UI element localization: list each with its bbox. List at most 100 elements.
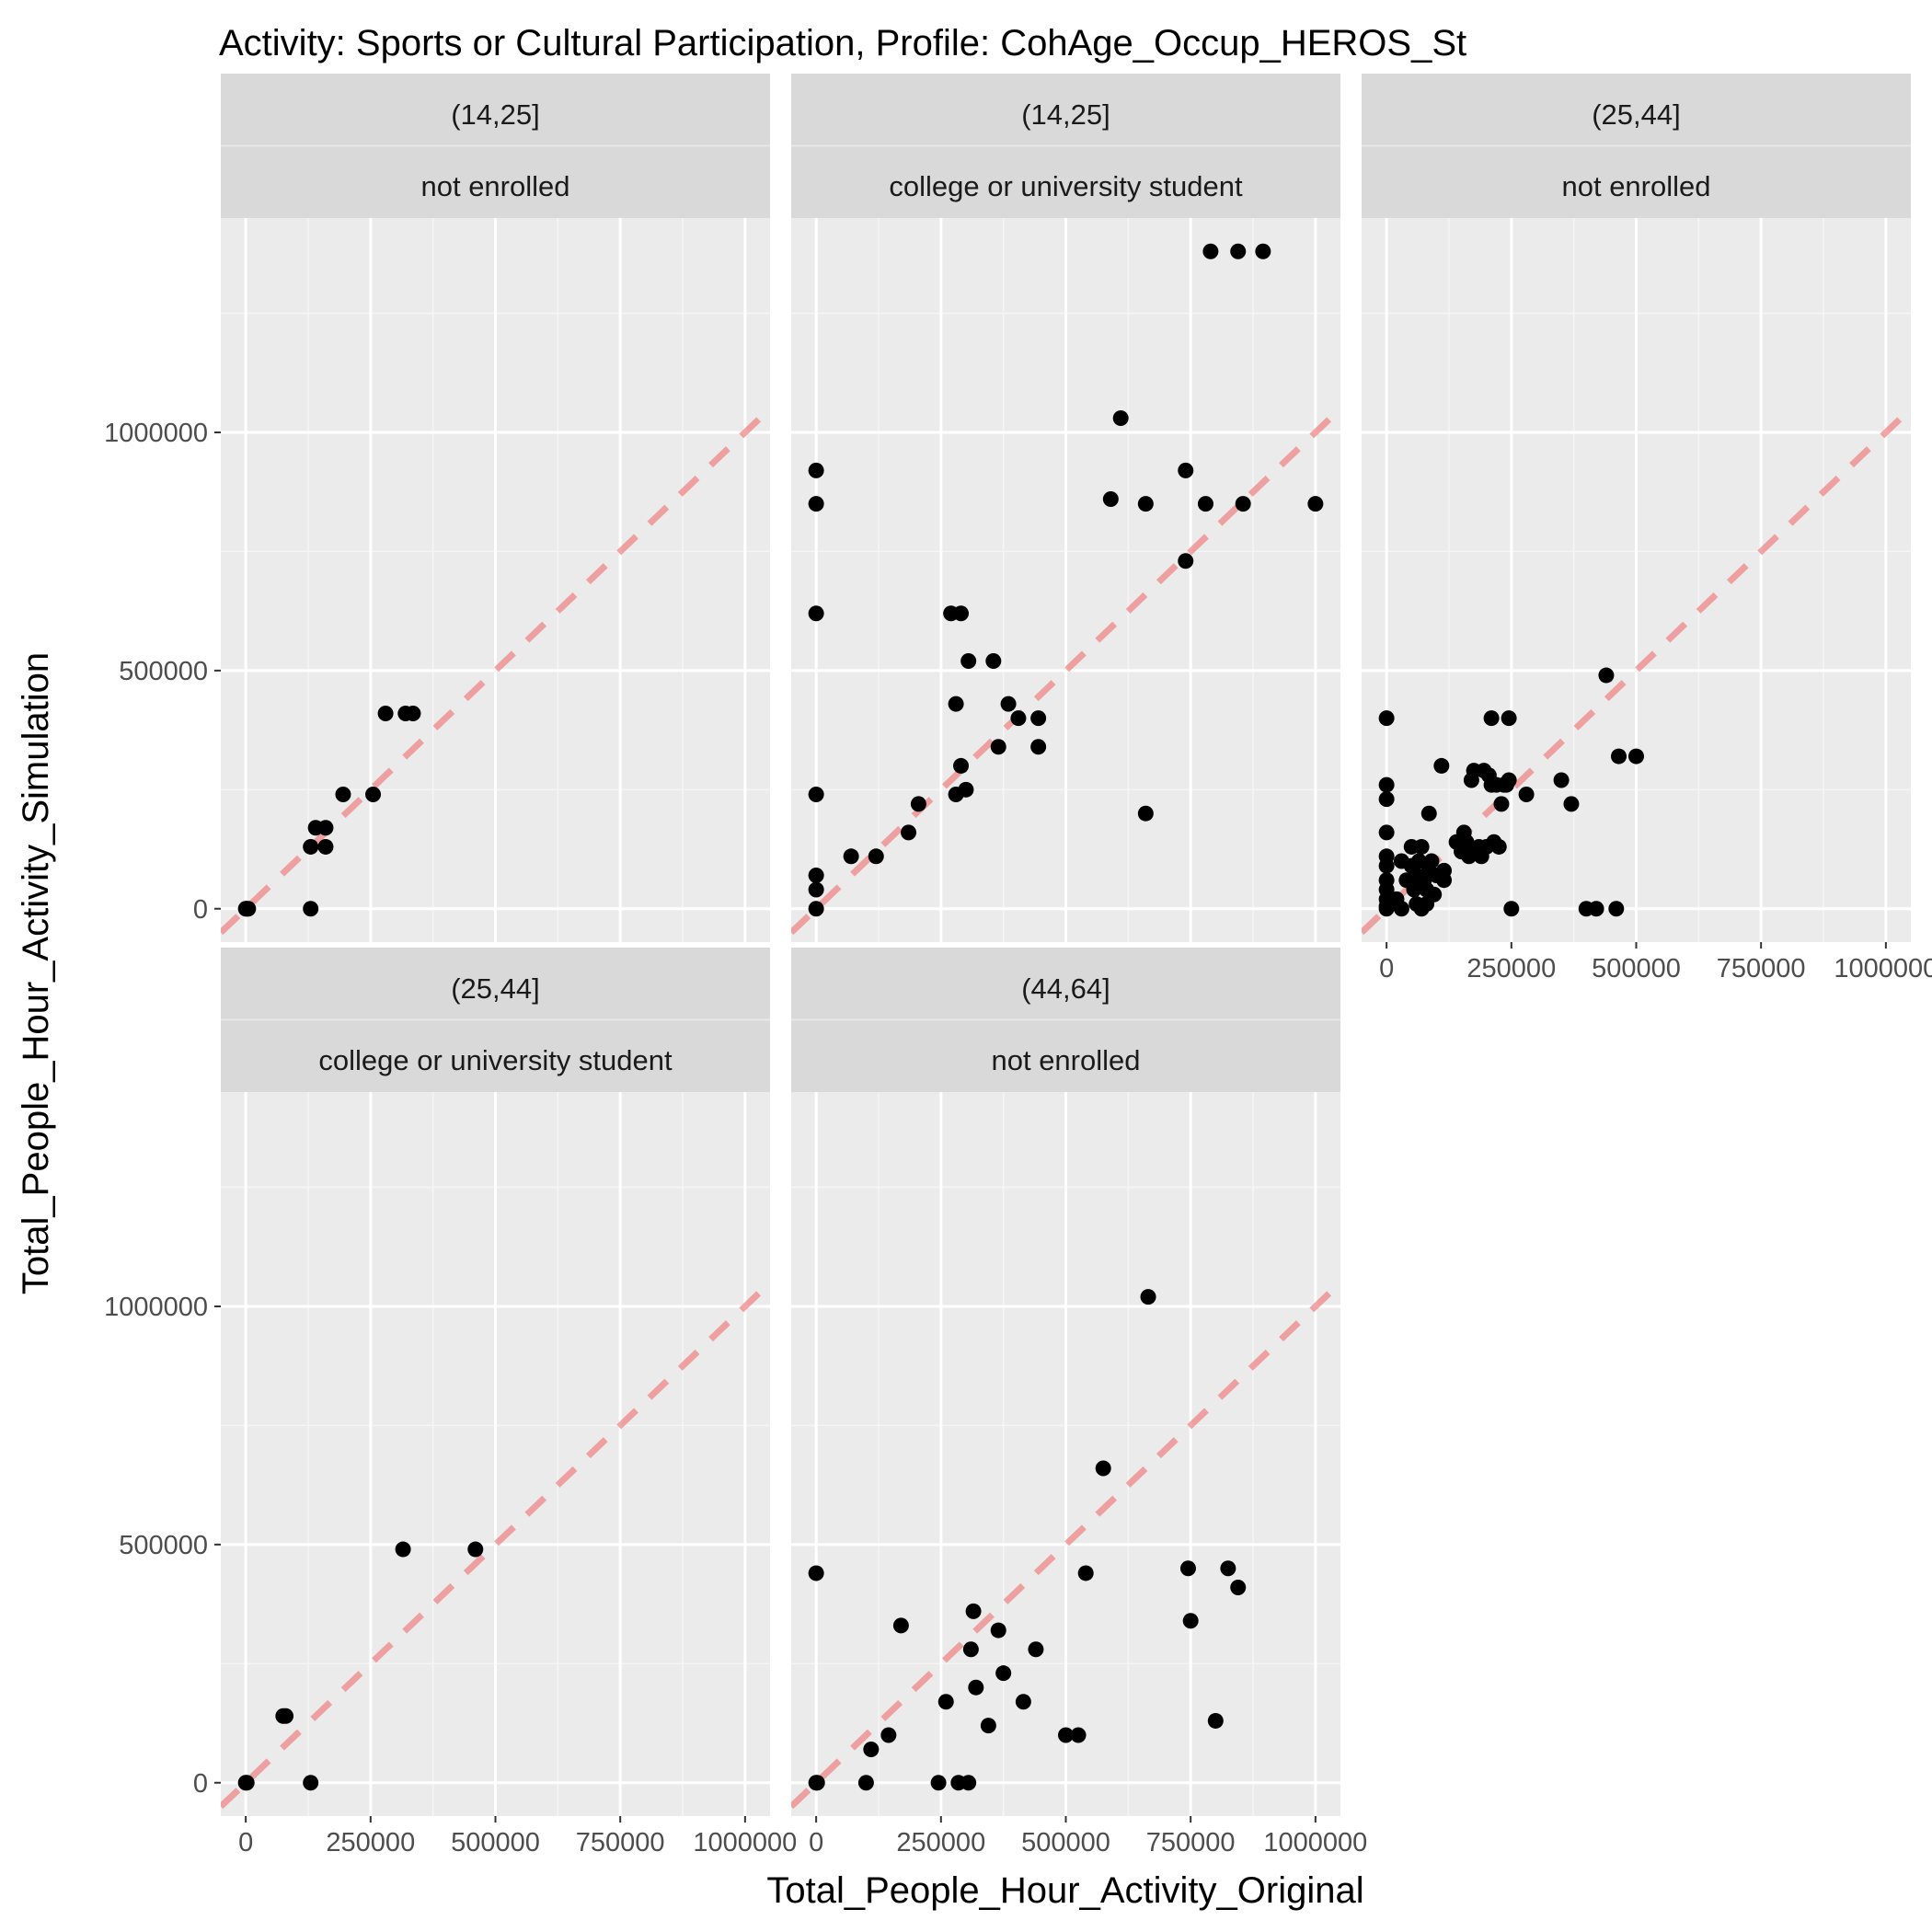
data-point [1598, 667, 1615, 684]
facet-panel: (44,64] not enrolled 0 250000 500000 750000 10… [791, 948, 1367, 1857]
data-point [1433, 757, 1450, 774]
x-tick-label: 250000 [896, 1828, 985, 1857]
strip-label-enrollment: not enrolled [420, 170, 569, 202]
data-point [1406, 881, 1422, 898]
data-point [317, 820, 334, 836]
data-point [808, 462, 824, 478]
x-tick-label: 0 [1379, 954, 1394, 983]
facet-panel: (14,25] college or university student [791, 74, 1340, 942]
data-point [1563, 796, 1580, 812]
data-point [990, 739, 1006, 755]
data-point [1378, 901, 1395, 917]
strip-label-enrollment: not enrolled [991, 1044, 1140, 1076]
x-tick-label: 250000 [326, 1828, 415, 1857]
data-point [808, 786, 824, 802]
data-point [1010, 710, 1027, 727]
data-point [1030, 739, 1047, 755]
x-tick-label: 0 [238, 1828, 253, 1857]
data-point [1426, 886, 1443, 903]
data-point [1235, 496, 1251, 512]
y-tick-label: 500000 [119, 657, 208, 686]
facet-panel: (25,44] college or university student 0 250… [104, 948, 797, 1857]
data-point [303, 838, 319, 855]
data-point [1378, 824, 1395, 841]
data-point [1182, 1613, 1199, 1629]
y-tick-label: 1000000 [104, 419, 208, 448]
data-point [985, 653, 1002, 670]
data-point [335, 786, 351, 802]
data-point [1553, 772, 1570, 788]
data-point [377, 705, 394, 721]
data-point [1102, 490, 1119, 507]
data-point [1197, 496, 1213, 512]
data-point [1378, 791, 1395, 808]
data-point [1030, 710, 1047, 727]
strip-label-age: (25,44] [1592, 98, 1681, 131]
data-point [980, 1718, 996, 1734]
data-point [808, 496, 824, 512]
data-point [809, 1775, 825, 1791]
data-point [1028, 1641, 1044, 1658]
data-point [278, 1708, 294, 1724]
data-point [1220, 1560, 1236, 1577]
data-point [857, 1775, 874, 1791]
strip-label-enrollment: not enrolled [1561, 170, 1710, 202]
data-point [1230, 1579, 1247, 1595]
x-tick-label: 500000 [1592, 954, 1681, 983]
x-tick-label: 1000000 [693, 1828, 797, 1857]
data-point [1207, 1712, 1224, 1729]
strip-label-age: (44,64] [1021, 972, 1110, 1005]
data-point [937, 1694, 954, 1710]
data-point [1413, 838, 1430, 855]
facet-panel: (14,25] not enrolled 0 500000 1000000 [104, 74, 770, 942]
y-tick-label: 0 [193, 895, 208, 925]
data-point [1483, 710, 1500, 727]
strip-label-age: (25,44] [451, 972, 540, 1005]
data-point [863, 1742, 880, 1758]
data-point [405, 705, 421, 721]
data-point [930, 1775, 947, 1791]
data-point [1423, 853, 1440, 869]
x-tick-label: 1000000 [1263, 1828, 1367, 1857]
data-point [317, 838, 334, 855]
facet-panels: (14,25]not enrolled05000001000000(14,25]… [104, 74, 1932, 1857]
data-point [1000, 696, 1017, 712]
x-tick-label: 250000 [1466, 954, 1556, 983]
strip-label-age: (14,25] [451, 98, 540, 131]
data-point [1518, 786, 1535, 802]
data-point [1410, 853, 1427, 869]
data-point [1608, 901, 1625, 917]
data-point [910, 796, 926, 812]
data-point [953, 757, 970, 774]
data-point [1202, 243, 1219, 259]
data-point [962, 1641, 979, 1658]
data-point [843, 848, 859, 865]
data-point [1137, 496, 1154, 512]
x-tick-label: 1000000 [1834, 954, 1932, 983]
data-point [808, 1565, 824, 1581]
facet-panel: (25,44] not enrolled 0 250000 500000 750000 10… [1362, 74, 1932, 983]
data-point [1501, 772, 1517, 788]
data-point [1178, 553, 1194, 569]
data-point [1378, 776, 1395, 793]
data-point [1503, 901, 1520, 917]
data-point [808, 881, 824, 898]
y-axis-label: Total_People_Hour_Activity_Simulation [16, 652, 56, 1294]
data-point [1140, 1289, 1156, 1305]
data-point [948, 696, 964, 712]
strip-label-enrollment: college or university student [318, 1044, 673, 1076]
data-point [1230, 243, 1247, 259]
data-point [1611, 748, 1627, 765]
y-tick-label: 0 [193, 1769, 208, 1799]
data-point [240, 901, 257, 917]
data-point [467, 1541, 484, 1558]
data-point [1420, 805, 1437, 822]
data-point [808, 901, 824, 917]
data-point [1378, 857, 1395, 874]
data-point [1070, 1727, 1087, 1743]
y-tick-label: 500000 [119, 1531, 208, 1560]
x-tick-label: 750000 [1146, 1828, 1236, 1857]
data-point [1112, 409, 1129, 426]
data-point [990, 1622, 1006, 1639]
data-point [968, 1679, 984, 1696]
